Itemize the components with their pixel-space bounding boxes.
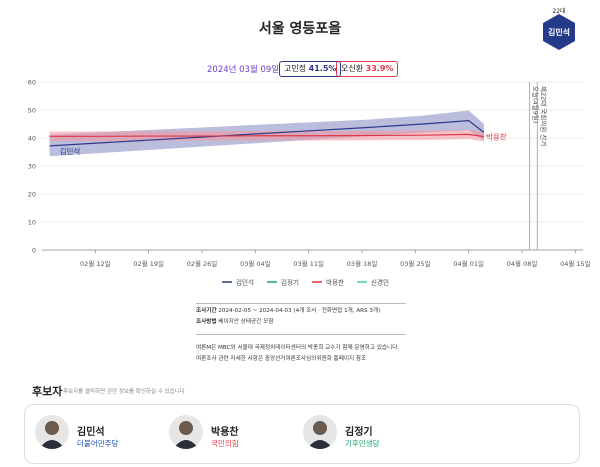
chip-name: 고민정: [284, 64, 307, 73]
candidate[interactable]: 박용찬 국민의힘: [169, 415, 309, 453]
chip: 고민정 41.5%: [279, 61, 342, 77]
section-title: 후보자: [32, 385, 63, 398]
note-text: 2024-02-05 ~ 2024-04-03 (4개 조사 · 전화면접 1개…: [218, 308, 381, 314]
chip-value: 33.9%: [365, 64, 394, 73]
note-text: 여론조사 관련 자세한 사항은 중앙선거여론조사심의위원회 홈페이지 참조: [196, 356, 367, 362]
notes: 조사기간 2024-02-05 ~ 2024-04-03 (4개 조사 · 전화…: [196, 303, 406, 365]
line: [49, 133, 485, 138]
note-row: 조사방법 베이지안 상태공간 모형: [196, 317, 406, 328]
candidate-card: 김민석 더불어민주당 박용찬 국민의힘 김정기 기후민생당: [24, 404, 580, 464]
note-text: 베이지안 상태공간 모형: [218, 319, 274, 325]
note-text: 여론M은 MBC와 서울대 국제정치데이터센터의 박종희 교수가 함께 운영하고…: [196, 334, 406, 354]
legend-label: 김민석: [236, 278, 254, 287]
y-tick-label: 60: [28, 79, 36, 87]
candidate-name: 김정기: [345, 427, 373, 438]
badge: [543, 14, 575, 50]
x-tick-label: 03월 25일: [400, 259, 431, 268]
chart: 0 10 20 30 40 50 60 02월 12일 02월 19일 02월 26일 03월 04…: [28, 79, 591, 287]
candidate-name: 박용찬: [211, 427, 239, 438]
badge-name: 김민석: [547, 28, 571, 37]
y-tick-label: 30: [28, 163, 36, 171]
reference-label: 오늘(4월9일): [532, 86, 541, 123]
x-tick-label: 04월 15일: [560, 259, 591, 268]
candidate[interactable]: 김정기 기후민생당: [303, 415, 443, 453]
candidate-party: 기후민생당: [345, 439, 380, 448]
legend-label: 김정기: [281, 278, 299, 287]
x-tick-label: 03월 18일: [347, 259, 378, 268]
x-tick-label: 02월 12일: [80, 259, 111, 268]
chip: 오신환 33.9%: [336, 61, 399, 77]
candidate-photo: [35, 415, 69, 449]
reference-label: 제22대 국회의원 선거: [539, 86, 548, 146]
x-tick-label: 02월 19일: [133, 259, 164, 268]
candidate[interactable]: 김민석 더불어민주당: [35, 415, 175, 453]
series-label: 박용찬: [486, 132, 507, 142]
line: [49, 120, 485, 147]
section-hint: 후보자를 클릭하면 관련 정보를 확인하실 수 있습니다: [63, 389, 185, 395]
candidate-photo: [303, 415, 337, 449]
x-tick-label: 04월 01일: [453, 259, 484, 268]
note-row: 조사기간 2024-02-05 ~ 2024-04-03 (4개 조사 · 전화…: [196, 303, 406, 317]
x-tick-label: 02월 26일: [187, 259, 218, 268]
x-tick-label: 03월 04일: [240, 259, 271, 268]
candidate-photo: [169, 415, 203, 449]
title: 서울 영등포을: [258, 21, 342, 37]
badge-term: 22대: [552, 8, 566, 15]
note-label: 조사방법: [196, 319, 217, 325]
note-label: 조사기간: [196, 308, 217, 314]
x-tick-label: 03월 11일: [293, 259, 324, 268]
candidate-name: 김민석: [77, 427, 105, 438]
y-tick-label: 40: [28, 135, 36, 143]
candidate-party: 더불어민주당: [77, 439, 119, 448]
candidate-party: 국민의힘: [211, 439, 239, 448]
legend-label: 박용찬: [326, 278, 344, 287]
y-tick-label: 20: [28, 191, 36, 199]
date: 2024년 03월 09일: [207, 65, 280, 75]
chip-value: 41.5%: [308, 64, 337, 73]
y-tick-label: 0: [32, 247, 36, 255]
series-label: 김민석: [60, 146, 81, 156]
y-tick-label: 10: [28, 219, 36, 227]
x-tick-label: 04월 08일: [507, 259, 538, 268]
y-tick-label: 50: [28, 107, 36, 115]
legend-label: 신경민: [371, 278, 389, 287]
chip-name: 오신환: [341, 64, 364, 73]
